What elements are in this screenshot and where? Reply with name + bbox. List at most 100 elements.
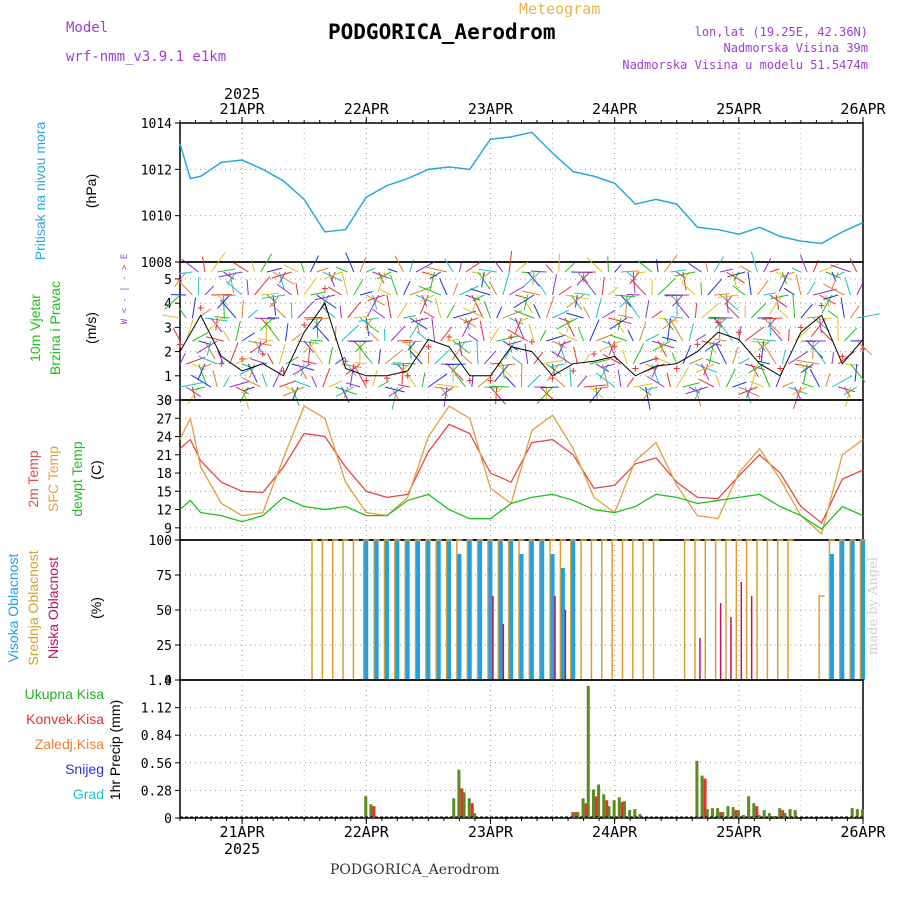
wind-arrow [409,340,412,359]
wind-arrow [179,271,193,275]
wind-arrow [763,317,782,335]
wind-arrow [763,292,777,296]
wind-arrow [472,294,485,302]
wind-gust-marker [590,351,597,357]
wind-gust-marker [860,346,866,353]
footer-station: PODGORICA_Aerodrom [330,862,500,878]
wind-arrow [391,363,409,367]
wind-arrow [409,286,433,296]
wind-arrow [720,323,734,342]
wind-arrow [739,265,752,273]
wind-arrow [558,285,572,296]
model-name: wrf-nmm_v3.9.1 e1km [66,49,227,65]
wind-arrow [559,340,572,346]
wind-arrow [198,340,211,345]
precip-total-bar [726,806,730,818]
wind-arrow [291,386,300,406]
wind-arrow [823,294,839,300]
wind-arrow [471,294,483,317]
wind-arrow [856,283,863,296]
pressure-line [179,131,864,245]
wind-arrow [566,312,584,319]
wind-gust-marker [487,377,494,384]
wind-arrow [249,358,268,365]
wind-arrow [343,386,349,399]
wind-arrow [410,317,429,323]
temp-2m-line [179,423,864,524]
precip-total-bar [369,804,373,818]
wind-arrow [181,258,199,273]
wind-arrow [657,278,676,296]
wind-arrow [421,294,428,307]
bottom-day-label: 26APR [840,823,886,841]
wind-arrow [206,340,212,356]
wind-arrow [675,301,690,319]
wind-arrow [217,294,231,309]
wind-arrow [465,317,470,330]
wind-arrow [353,279,364,296]
precip-convective-bar [574,812,578,818]
precip-total-bar [472,813,476,818]
y-tick-label: 2 [164,346,172,361]
y-tick-label: 9 [164,522,172,537]
wind-arrow [229,381,250,388]
wind-arrow [830,264,851,273]
precip-convective-bar [734,810,738,818]
precip-total-bar [700,775,704,818]
wind-arrow [191,386,196,399]
wind-gust-marker [818,302,825,309]
wind-arrow [260,253,273,273]
wind-arrow [345,382,361,388]
wind-arrow [763,257,772,273]
wind-arrow [210,252,226,273]
y-tick-label: 3 [164,321,172,336]
wind-arrow [426,266,448,273]
wind-arrow [626,377,635,388]
wind-arrow [241,332,255,342]
wind-arrow [626,271,638,281]
wind-arrow [367,294,380,317]
wind-arrow [304,316,323,319]
wind-arrow [443,386,448,408]
wind-arrow [619,294,634,308]
wind-arrow [850,305,860,319]
wind-arrow [595,363,609,373]
wind-gust-marker [735,329,742,336]
model-label: Model [66,20,109,36]
wind-arrow [574,292,590,296]
wind-arrow [164,294,181,310]
wind-arrow [530,270,547,273]
wind-arrow [429,271,436,290]
wind-arrow [423,311,435,319]
wind-arrow [494,363,510,383]
top-day-label: 24APR [592,100,638,118]
wind-arrow [660,340,665,353]
precip-convective-bar [605,800,609,818]
wind-arrow [246,279,249,296]
wind-arrow [627,329,634,342]
wind-gust-marker [446,334,453,341]
y-tick-label: 1010 [141,210,172,225]
wind-arrow [401,340,423,344]
wind-arrow [490,362,503,365]
wind-arrow [700,282,703,296]
wind-arrow [278,344,286,365]
wind-arrow [272,365,284,388]
wind-arrow [589,358,610,365]
wind-arrow [316,267,329,273]
wind-arrow [629,271,640,285]
wind-arrow [781,271,787,285]
y-tick-label: 18 [156,467,172,482]
y-tick-label: 1008 [141,256,172,271]
wind-arrow [748,363,764,374]
wind-arrow [300,262,305,273]
wind-gust-marker [218,360,225,367]
wind-arrow [573,346,578,365]
wind-arrow [732,347,739,365]
wind-arrow [614,264,622,273]
wind-arrow [493,386,504,396]
wind-arrow [388,386,404,397]
panel-frame [179,122,864,263]
wind-arrow [462,307,485,319]
